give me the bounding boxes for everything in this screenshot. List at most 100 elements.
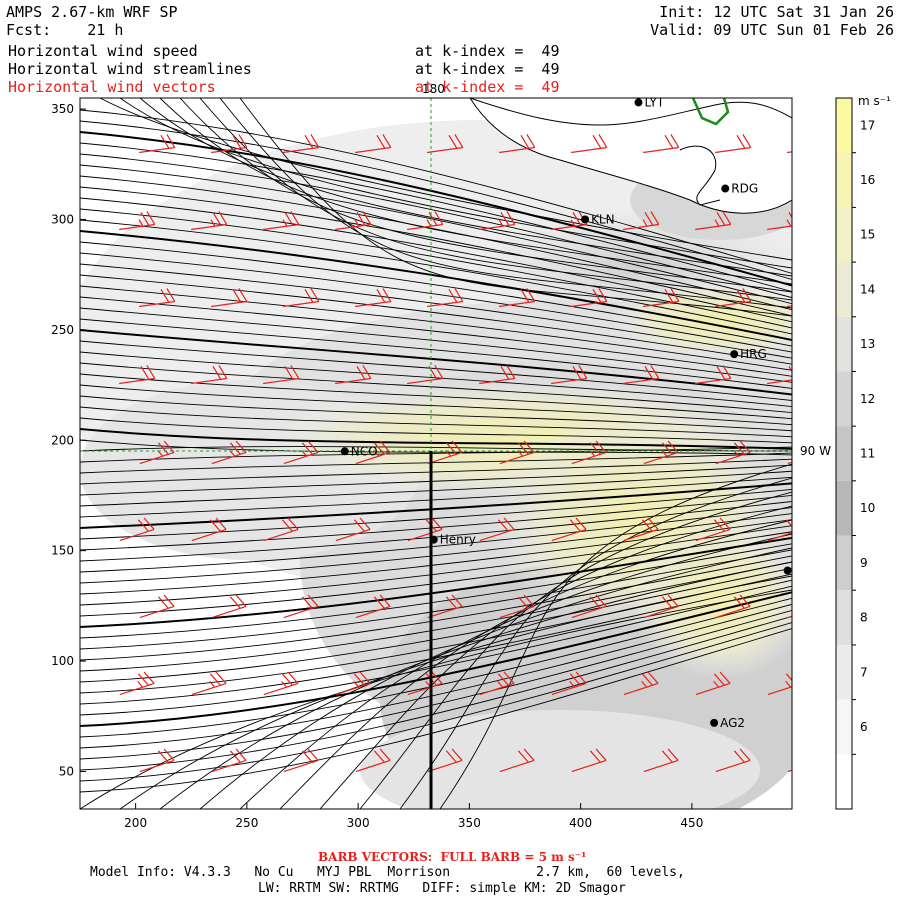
- streamline: [80, 597, 792, 738]
- wind-barb: [211, 288, 248, 308]
- streamline: [359, 491, 792, 809]
- wind-barb: [283, 288, 320, 308]
- streamline: [80, 470, 792, 507]
- colorbar-swatch: [836, 480, 852, 536]
- coastline: [469, 98, 792, 126]
- wind-barb: [715, 134, 752, 154]
- station-dot: [721, 184, 730, 193]
- x-tick-label: 300: [347, 816, 370, 830]
- wind-barb: [407, 211, 444, 231]
- streamline: [80, 567, 792, 683]
- wind-barb: [767, 211, 792, 231]
- streamline: [80, 549, 792, 650]
- y-tick-label: 300: [51, 212, 74, 226]
- colorbar-swatch: [836, 371, 852, 427]
- wind-barb: [335, 365, 372, 385]
- streamline: [80, 439, 792, 456]
- station-dot: [710, 718, 719, 727]
- wind-barb: [623, 671, 659, 696]
- streamline: [80, 609, 792, 760]
- x-tick-label: 200: [124, 816, 147, 830]
- wind-barb: [263, 517, 299, 542]
- streamline: [80, 428, 792, 450]
- wind-barb: [695, 517, 731, 542]
- colorbar-swatch: [836, 699, 852, 755]
- streamline: [80, 561, 792, 672]
- streamline: [179, 98, 792, 293]
- wind-barb: [767, 517, 792, 542]
- wind-barb: [499, 288, 536, 308]
- wind-barb: [427, 748, 463, 773]
- colorbar-swatch: [836, 316, 852, 372]
- colorbar-swatch: [836, 644, 852, 700]
- colorbar-swatch: [836, 152, 852, 208]
- streamline: [80, 329, 792, 396]
- wind-barb: [571, 748, 607, 773]
- colorbar-label: 8: [860, 611, 868, 625]
- wind-barb: [499, 748, 535, 773]
- colorbar-label: 15: [860, 228, 875, 242]
- streamline: [80, 495, 792, 551]
- streamline: [80, 373, 792, 420]
- wind-barb: [695, 365, 732, 385]
- land-area: [469, 98, 792, 214]
- streamline: [80, 543, 792, 639]
- wind-barb: [715, 288, 752, 308]
- station-dot: [581, 215, 590, 224]
- wind-barb: [263, 671, 299, 696]
- streamline: [80, 351, 792, 407]
- wind-barb: [335, 517, 371, 542]
- wind-barb: [263, 211, 300, 231]
- streamline: [80, 241, 792, 347]
- streamline: [80, 573, 792, 694]
- streamline: [80, 296, 792, 377]
- wind-barb: [119, 365, 156, 385]
- wind-barb: [643, 134, 680, 154]
- streamline: [80, 417, 792, 444]
- y-tick-label: 250: [51, 323, 74, 337]
- wind-barb: [119, 211, 156, 231]
- colorbar-label: 9: [860, 556, 868, 570]
- streamline: [80, 579, 792, 705]
- wind-barb: [479, 671, 515, 696]
- colorbar-swatch: [836, 98, 852, 153]
- wind-barb: [623, 365, 660, 385]
- streamline: [80, 395, 792, 432]
- x-tick-label: 250: [235, 816, 258, 830]
- axes: 200 250 300 350 400 450 50 100 150 200 250 300 350: [51, 102, 703, 830]
- wind-barb: [263, 365, 300, 385]
- plot-area: LYT RDG KLN HRG NCO Henry AG2: [80, 95, 792, 809]
- streamline: [80, 458, 792, 485]
- wind-barb: [427, 594, 463, 619]
- streamline: [80, 406, 792, 438]
- colorbar-label: 13: [860, 337, 875, 351]
- wind-barb: [191, 517, 227, 542]
- model-info-line2: LW: RRTM SW: RRTMG DIFF: simple KM: 2D S…: [258, 881, 626, 896]
- streamline: [219, 98, 792, 309]
- wind-barb: [191, 671, 227, 696]
- streamline: [80, 464, 792, 496]
- streamline: [80, 616, 792, 771]
- wind-barb: [355, 288, 392, 308]
- field-label-streamlines: Horizontal wind streamlines: [8, 60, 252, 78]
- station-label: Henry: [440, 533, 476, 547]
- wind-barb: [479, 517, 515, 542]
- wind-barb: [427, 134, 464, 154]
- wind-barb: [335, 211, 372, 231]
- wind-barb: [571, 594, 607, 619]
- streamline: [139, 98, 792, 277]
- wind-barb: [623, 517, 659, 542]
- streamline: [279, 519, 792, 809]
- station-markers: LYT RDG KLN HRG NCO Henry AG2: [340, 95, 792, 730]
- model-title: AMPS 2.67-km WRF SP: [6, 3, 178, 21]
- wind-barb: [139, 134, 176, 154]
- colorbar-label: 12: [860, 392, 875, 406]
- colorbar-swatch: [836, 262, 852, 317]
- streamline: [80, 142, 792, 293]
- wind-barb: [715, 594, 751, 619]
- y-tick-label: 50: [59, 764, 74, 778]
- station-label: LYT: [644, 95, 664, 109]
- wind-barb: [119, 671, 155, 696]
- wind-barb: [499, 594, 535, 619]
